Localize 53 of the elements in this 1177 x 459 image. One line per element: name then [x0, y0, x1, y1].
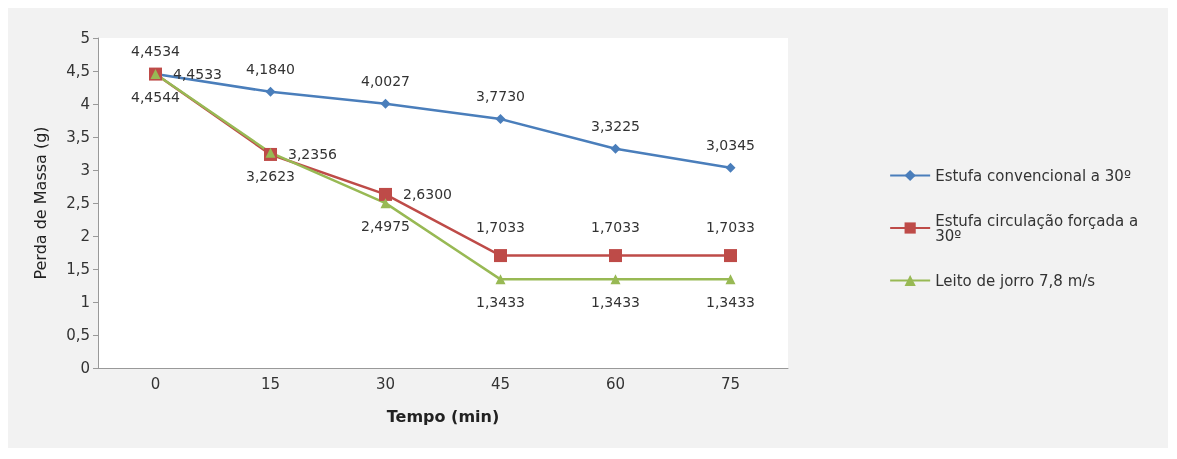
point: [610, 274, 621, 285]
point: [725, 274, 736, 285]
data-label: 3,7730: [476, 87, 525, 104]
data-label: 1,3433: [706, 294, 755, 311]
point: [725, 162, 736, 173]
point: [609, 249, 622, 263]
data-label: 3,3225: [591, 117, 640, 134]
data-label: 1,7033: [476, 219, 525, 236]
y-tick-label: 3,5: [66, 128, 90, 146]
point: [610, 143, 621, 154]
x-axis-title: Tempo (min): [386, 406, 500, 426]
y-axis-title: Perda de Massa (g): [30, 126, 50, 280]
point: [495, 274, 506, 285]
data-label: 3,0345: [706, 136, 755, 153]
data-label: 4,4533: [173, 66, 222, 83]
x-tick-label: 0: [150, 374, 161, 393]
data-label: 4,4544: [131, 89, 181, 106]
y-tick-label: 1,5: [66, 260, 90, 278]
point: [724, 249, 737, 263]
y-tick-label: 5: [80, 29, 90, 47]
point: [380, 198, 391, 209]
x-tick-label: 30: [375, 374, 396, 393]
y-tick-label: 1: [80, 293, 90, 311]
y-tick-label: 4: [80, 95, 90, 113]
x-tick-label: 75: [720, 374, 741, 393]
data-label: 1,3433: [591, 294, 640, 311]
y-tick-label: 2,5: [66, 194, 90, 212]
legend-label: Estufa circulação forçada a 30º: [935, 211, 1144, 245]
data-label: 2,4975: [361, 218, 410, 235]
legend-label: Estufa convencional a 30º: [935, 166, 1131, 185]
y-tick-label: 0,5: [66, 326, 90, 344]
point: [265, 86, 276, 97]
y-tick-label: 2: [80, 227, 90, 245]
data-label: 2,6300: [403, 186, 452, 203]
point: [494, 249, 507, 263]
point: [380, 98, 391, 109]
data-label: 4,0027: [361, 72, 410, 89]
y-tick-label: 0: [80, 359, 90, 377]
data-label: 4,1840: [246, 60, 295, 77]
point: [495, 113, 506, 124]
data-label: 1,3433: [476, 294, 525, 311]
data-label: 3,2356: [288, 146, 338, 163]
data-label: 1,7033: [706, 219, 755, 236]
x-tick-label: 45: [490, 374, 511, 393]
data-label: 1,7033: [591, 219, 640, 236]
point: [379, 187, 392, 201]
y-tick-label: 4,5: [66, 62, 90, 80]
x-tick-label: 60: [605, 374, 626, 393]
x-tick-label: 15: [260, 374, 281, 393]
data-label: 4,4534: [131, 43, 181, 60]
data-label: 3,2623: [246, 167, 295, 184]
legend-label: Leito de jorro 7,8 m/s: [935, 271, 1096, 290]
y-tick-label: 3: [80, 161, 90, 179]
